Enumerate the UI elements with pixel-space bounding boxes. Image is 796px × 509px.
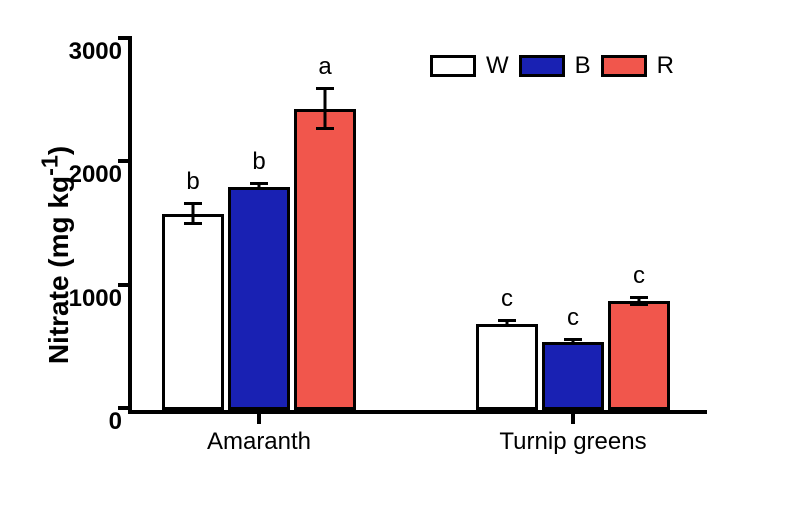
significance-label: c [476,285,538,313]
legend-swatch [430,55,476,77]
significance-label: b [162,168,224,196]
ylabel-prefix: Nitrate (mg kg [43,175,74,363]
bar [542,342,604,410]
significance-label: b [228,148,290,176]
bar [608,301,670,410]
ylabel-suffix: ) [43,145,74,154]
error-cap-top [184,202,202,205]
bar [162,214,224,410]
y-tick-label: 3000 [62,38,122,66]
error-cap-top [564,338,582,341]
error-cap-bottom [184,222,202,225]
y-tick-label: 2000 [62,161,122,189]
error-cap-bottom [250,187,268,190]
y-tick-mark [118,283,132,287]
x-group-label: Turnip greens [379,428,767,456]
error-cap-bottom [630,303,648,306]
significance-label: a [294,53,356,81]
bar-group: cccTurnip greens [476,40,670,410]
bar [294,109,356,410]
error-cap-top [630,296,648,299]
legend-label: R [657,52,674,80]
error-cap-bottom [564,342,582,345]
legend-label: B [575,52,591,80]
y-tick-label: 1000 [62,285,122,313]
plot-area: 0100020003000bbaAmaranthcccTurnip greens [128,40,707,414]
legend-swatch [601,55,647,77]
error-cap-top [498,319,516,322]
x-tick-mark [571,410,575,424]
nitrate-bar-chart: Nitrate (mg kg-1) 0100020003000bbaAmaran… [0,0,796,509]
significance-label: c [542,304,604,332]
error-cap-top [316,87,334,90]
error-bar [324,89,327,129]
error-cap-bottom [498,324,516,327]
bar [228,187,290,410]
legend-label: W [486,52,509,80]
bar [476,324,538,410]
legend-swatch [519,55,565,77]
error-cap-bottom [316,127,334,130]
error-bar [192,204,195,224]
y-tick-mark [118,406,132,410]
y-tick-mark [118,159,132,163]
error-cap-top [250,182,268,185]
legend: WBR [430,52,674,80]
significance-label: c [608,262,670,290]
bar-group: bbaAmaranth [162,40,356,410]
x-tick-mark [257,410,261,424]
ylabel-exp: -1 [37,155,63,176]
y-tick-mark [118,36,132,40]
